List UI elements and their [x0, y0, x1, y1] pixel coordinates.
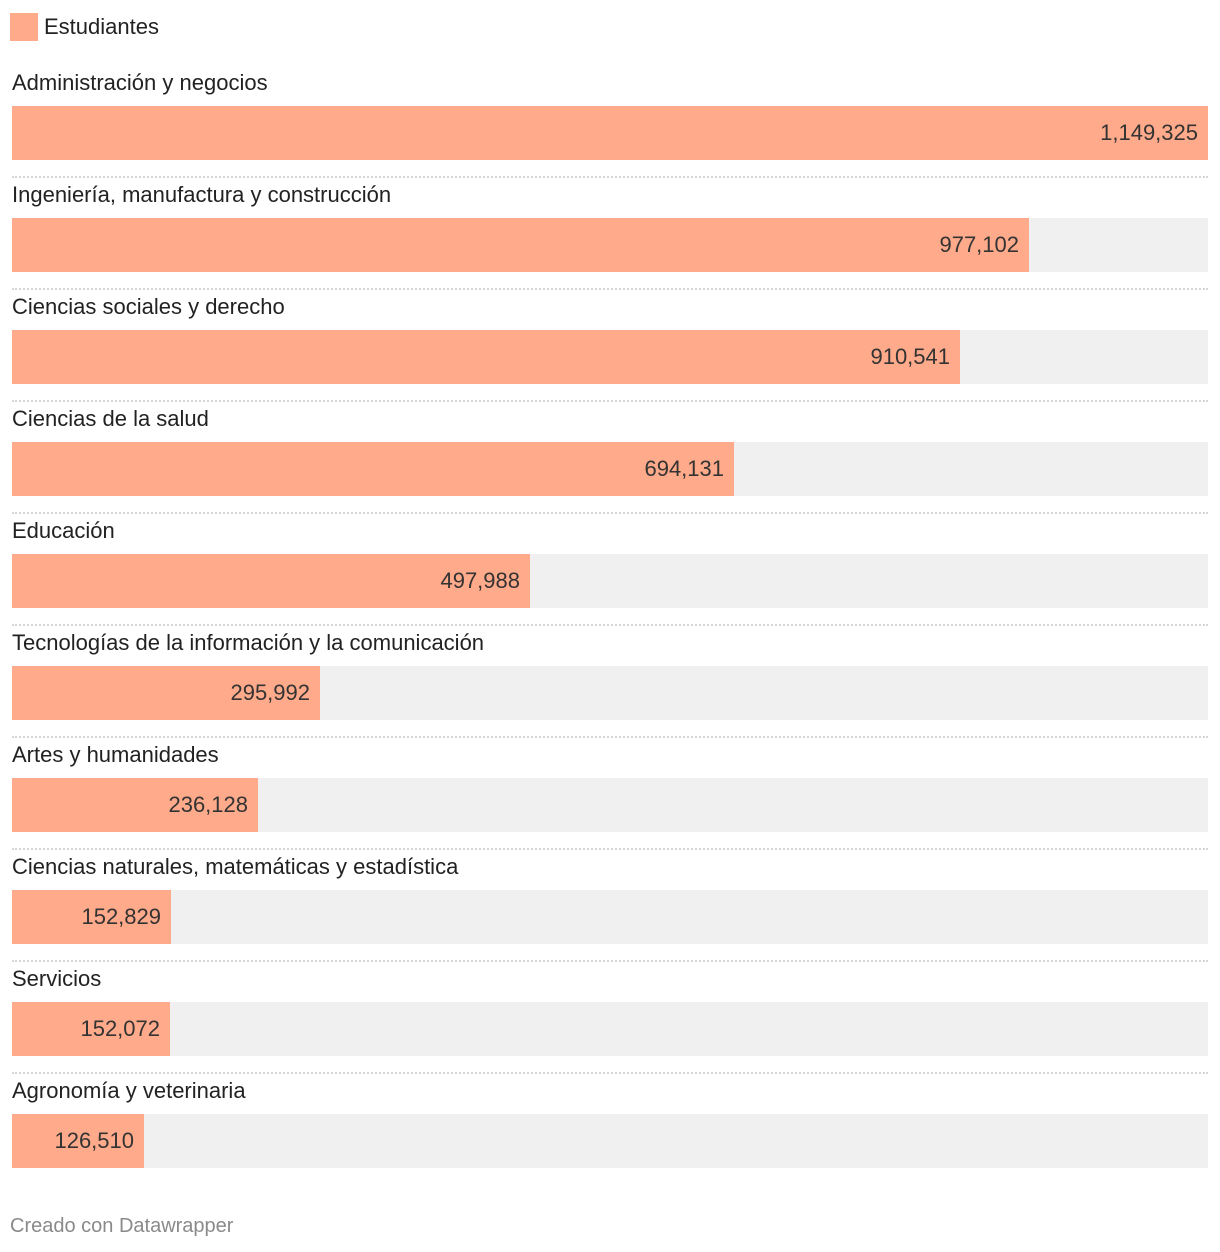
data-label: 977,102 [939, 232, 1019, 257]
bar-track: 295,992 [12, 666, 1208, 720]
legend-label: Estudiantes [44, 14, 159, 39]
category-label: Ciencias de la salud [12, 406, 209, 431]
bar-row: Ciencias sociales y derecho 910,541 [12, 290, 1208, 402]
data-label: 694,131 [644, 456, 724, 481]
category-label: Agronomía y veterinaria [12, 1078, 246, 1103]
bar: 236,128 [12, 778, 258, 832]
bar: 694,131 [12, 442, 734, 496]
bar-row: Artes y humanidades 236,128 [12, 738, 1208, 850]
bar: 1,149,325 [12, 106, 1208, 160]
bar-track: 152,072 [12, 1002, 1208, 1056]
data-label: 152,072 [80, 1016, 160, 1041]
data-label: 910,541 [870, 344, 950, 369]
bar-track: 977,102 [12, 218, 1208, 272]
bar: 910,541 [12, 330, 960, 384]
category-label: Tecnologías de la información y la comun… [12, 630, 485, 655]
bar: 497,988 [12, 554, 530, 608]
bar-row: Ingeniería, manufactura y construcción 97… [12, 178, 1208, 290]
category-label: Servicios [12, 966, 102, 991]
bar-track: 694,131 [12, 442, 1208, 496]
bar-row: Servicios 152,072 [12, 962, 1208, 1074]
bar-track: 236,128 [12, 778, 1208, 832]
bar: 126,510 [12, 1114, 144, 1168]
bar: 295,992 [12, 666, 320, 720]
bar-track: 910,541 [12, 330, 1208, 384]
bar-row: Educación 497,988 [12, 514, 1208, 626]
bar-row: Ciencias de la salud 694,131 [12, 402, 1208, 514]
bar-track: 1,149,325 [12, 106, 1208, 160]
bar: 152,072 [12, 1002, 170, 1056]
category-label: Ingeniería, manufactura y construcción [12, 182, 392, 207]
data-label: 236,128 [168, 792, 248, 817]
bar-row: Ciencias naturales, matemáticas y estadí… [12, 850, 1208, 962]
bar: 152,829 [12, 890, 171, 944]
bar-track: 152,829 [12, 890, 1208, 944]
bar-row: Agronomía y veterinaria 126,510 [12, 1074, 1208, 1186]
category-label: Ciencias sociales y derecho [12, 294, 285, 319]
category-label: Educación [12, 518, 115, 543]
bar: 977,102 [12, 218, 1029, 272]
data-label: 295,992 [230, 680, 310, 705]
data-label: 126,510 [54, 1128, 134, 1153]
category-label: Artes y humanidades [12, 742, 219, 767]
category-label: Administración y negocios [12, 70, 268, 95]
bar-chart: Administración y negocios 1,149,325 Ingeni… [12, 66, 1208, 1186]
data-label: 152,829 [81, 904, 161, 929]
bar-track: 126,510 [12, 1114, 1208, 1168]
category-label: Ciencias naturales, matemáticas y estadí… [12, 854, 459, 879]
footer-credit: Creado con Datawrapper [10, 1215, 234, 1237]
bar-row: Tecnologías de la información y la comun… [12, 626, 1208, 738]
chart-legend: Estudiantes [10, 12, 159, 42]
legend-swatch [10, 13, 38, 41]
bar-row: Administración y negocios 1,149,325 [12, 66, 1208, 178]
bar-track: 497,988 [12, 554, 1208, 608]
data-label: 497,988 [440, 568, 520, 593]
data-label: 1,149,325 [1100, 120, 1198, 145]
